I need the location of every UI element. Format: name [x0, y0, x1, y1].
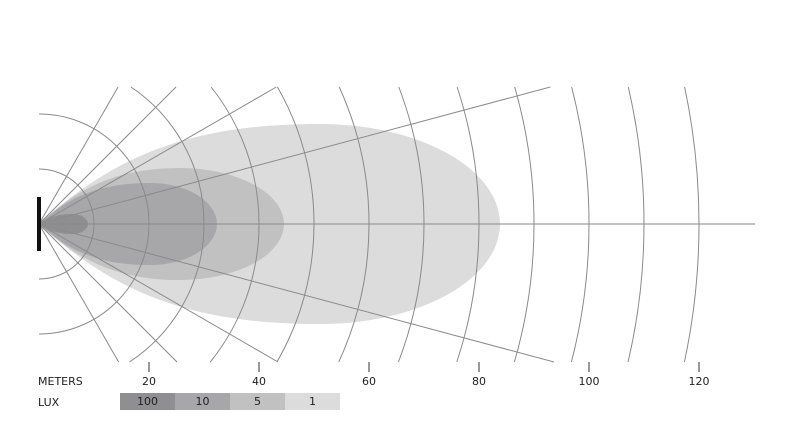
angle-ray [38, 223, 178, 363]
range-ring [129, 86, 205, 363]
light-source-bar [37, 197, 41, 251]
legend-swatch: 10 [175, 393, 230, 410]
tick-label: 120 [688, 375, 710, 388]
range-ring [209, 86, 260, 363]
legend-swatch: 5 [230, 393, 285, 410]
range-ring [683, 86, 700, 363]
range-ring [276, 86, 315, 363]
tick-label: 80 [472, 375, 486, 388]
polar-grid [38, 86, 755, 363]
range-ring [397, 86, 425, 363]
angle-ray [38, 86, 177, 225]
angle-ray [38, 223, 279, 363]
legend-swatch: 1 [285, 393, 340, 410]
tick-label: 60 [362, 375, 376, 388]
angle-ray [38, 223, 555, 363]
legend-label: LUX [38, 396, 60, 409]
angle-ray [38, 86, 277, 225]
range-ring [456, 86, 480, 363]
tick-label: 20 [142, 375, 156, 388]
angle-ray [38, 223, 120, 363]
tick-label: 100 [578, 375, 600, 388]
range-ring [627, 86, 645, 363]
legend-swatch: 100 [120, 393, 175, 410]
angle-ray [38, 86, 119, 225]
range-ring [338, 86, 370, 363]
axis-label: METERS [38, 375, 83, 388]
range-ring [570, 86, 590, 363]
angle-ray [38, 86, 551, 225]
range-ring [513, 86, 535, 363]
tick-label: 40 [252, 375, 266, 388]
